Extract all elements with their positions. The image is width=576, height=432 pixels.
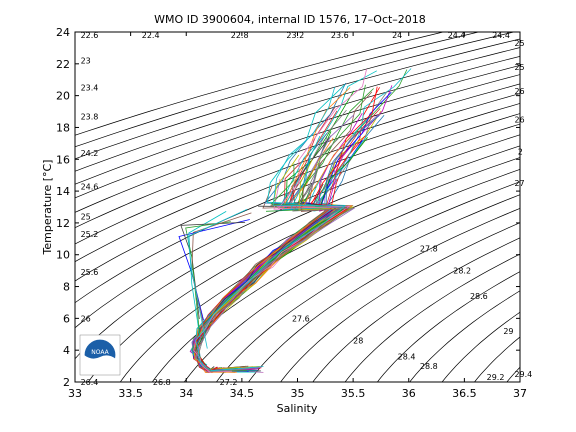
isopycnal-label: 22.6 [81, 31, 99, 40]
x-axis-title: Salinity [277, 402, 318, 415]
isopycnal-line [75, 32, 480, 148]
x-tick-label: 33 [68, 387, 82, 400]
chart-title: WMO ID 3900604, internal ID 1576, 17–Oct… [154, 13, 426, 26]
y-tick-label: 24 [56, 26, 70, 39]
y-tick-label: 10 [56, 249, 70, 262]
x-axis: 33 33.5 34 34.5 35 35.5 36 36.5 37 [68, 32, 527, 400]
y-tick-label: 22 [56, 58, 70, 71]
profile-line [187, 208, 248, 349]
isopycnal-line [409, 290, 520, 382]
y-tick-label: 2 [63, 376, 70, 389]
isopycnal-line [151, 168, 520, 382]
isopycnal-line [183, 181, 520, 382]
isopycnal-line [75, 32, 516, 160]
isopycnal-line [474, 336, 520, 382]
isopycnal-line [75, 83, 520, 245]
x-tick-label: 37 [513, 387, 527, 400]
x-tick-label: 34 [179, 387, 193, 400]
isopycnal-line [75, 113, 520, 304]
isopycnal-line [376, 271, 520, 382]
isopycnal-lines [75, 32, 520, 382]
y-tick-label: 4 [63, 344, 70, 357]
profile-line [193, 183, 351, 371]
isopycnal-label: 29.2 [487, 373, 505, 382]
isopycnal-line [75, 103, 520, 282]
y-tick-label: 20 [56, 90, 70, 103]
isopycnal-label: 23.2 [286, 31, 304, 40]
isopycnal-line [75, 38, 520, 172]
isopycnal-label: 28.4 [398, 353, 416, 362]
isopycnal-label: 23.8 [81, 112, 99, 121]
isopycnal-label: 23 [81, 57, 91, 66]
isopycnal-label: 28.6 [470, 292, 488, 301]
y-tick-label: 18 [56, 121, 70, 134]
x-tick-label: 35.5 [341, 387, 366, 400]
isopycnal-line [75, 47, 520, 185]
isopycnal-label: 27.6 [292, 314, 310, 323]
x-tick-label: 36.5 [452, 387, 477, 400]
profile-line [194, 87, 346, 372]
isopycnal-line [75, 93, 520, 263]
isopycnal-label: 22.8 [231, 31, 249, 40]
isopycnal-label: 23.6 [331, 31, 349, 40]
isopycnal-line [441, 311, 520, 382]
profile-lines [178, 68, 412, 373]
isopycnal-label: 22.4 [142, 31, 160, 40]
isopycnal-label: 29 [503, 327, 513, 336]
isopycnal-label: 24.2 [81, 149, 99, 158]
isopycnal-label: 24 [392, 31, 402, 40]
y-tick-label: 12 [56, 217, 70, 230]
y-axis-title: Temperature [°C] [41, 160, 54, 256]
isopycnal-label: 28.2 [453, 267, 471, 276]
isopycnal-line [312, 237, 520, 382]
noaa-logo: NOAA [79, 334, 121, 376]
isopycnal-line [75, 64, 520, 213]
isopycnal-line [215, 194, 520, 382]
isopycnal-line [119, 157, 520, 382]
isopycnal-label: 27.8 [420, 244, 438, 253]
x-tick-label: 33.5 [118, 387, 143, 400]
isopycnal-line [344, 253, 520, 382]
isopycnal-line [75, 32, 445, 136]
noaa-logo-text: NOAA [91, 349, 109, 356]
isopycnal-line [75, 74, 520, 229]
isopycnal-label: 28 [353, 337, 363, 346]
isopycnal-line [75, 123, 520, 329]
isopycnal-line [280, 222, 520, 382]
isopycnal-label: 24.4 [492, 31, 510, 40]
isopycnal-label: 23.4 [81, 84, 99, 93]
isopycnal-label: 28.8 [420, 362, 438, 371]
y-tick-label: 14 [56, 185, 70, 198]
profile-line [194, 138, 354, 373]
isopycnal-line [75, 56, 520, 199]
x-tick-label: 36 [402, 387, 416, 400]
isopycnal-label: 25 [81, 213, 91, 222]
profile-line [192, 114, 380, 372]
isopycnal-label: 29.4 [514, 370, 532, 379]
isopycnal-label: 26 [81, 314, 91, 323]
isopycnal-line [248, 207, 520, 382]
y-tick-label: 8 [63, 281, 70, 294]
isopycnal-label: 25.2 [81, 230, 99, 239]
isopycnal-line [75, 134, 520, 360]
x-tick-label: 35 [291, 387, 305, 400]
y-tick-label: 16 [56, 153, 70, 166]
y-tick-label: 6 [63, 312, 70, 325]
isopycnal-label: 24.4 [448, 31, 466, 40]
isopycnal-label: 24.6 [81, 182, 99, 191]
x-tick-label: 34.5 [230, 387, 255, 400]
profile-line [191, 212, 252, 329]
isopycnal-label: 25.6 [81, 268, 99, 277]
